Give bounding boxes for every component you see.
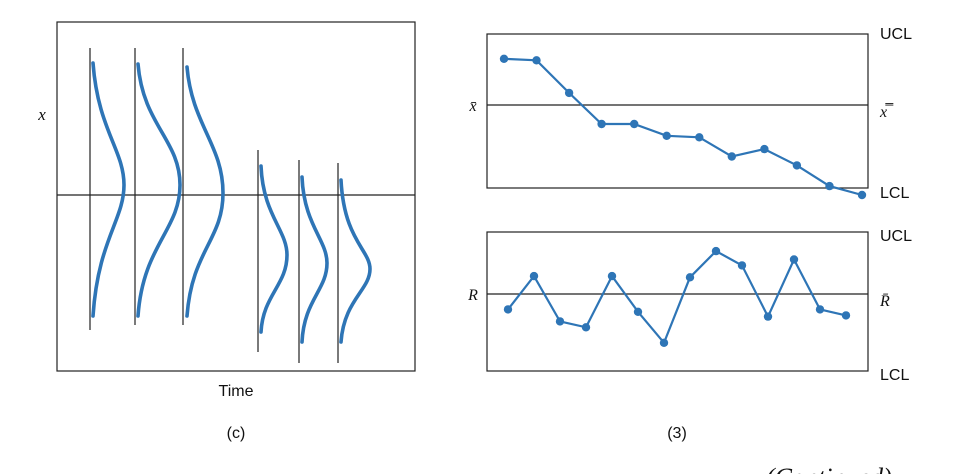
r-point-1 xyxy=(503,305,513,314)
r-point-6 xyxy=(633,307,643,316)
distribution-6 xyxy=(337,163,372,363)
xbar-point-8 xyxy=(727,152,736,161)
r-point-13 xyxy=(815,305,825,314)
xbar-point-10 xyxy=(792,161,802,170)
r-point-4 xyxy=(581,323,591,332)
r-chart-frame xyxy=(486,231,869,372)
distribution-5-curve xyxy=(300,175,329,344)
xbar-point-7 xyxy=(695,133,704,142)
distribution-4 xyxy=(257,150,289,352)
r-point-12 xyxy=(789,255,799,264)
panel-c: x Time (c) xyxy=(37,21,416,442)
xbar-center-label-left: x̄ xyxy=(468,98,476,115)
xbar-point-6 xyxy=(662,131,671,140)
distribution-2 xyxy=(134,48,182,325)
r-lcl-label: LCL xyxy=(880,367,909,384)
xbar-point-9 xyxy=(760,144,769,154)
xbar-lcl-label: LCL xyxy=(880,185,909,202)
distribution-5 xyxy=(298,160,329,363)
distribution-3-curve xyxy=(185,65,225,318)
r-points xyxy=(503,246,851,347)
xbar-ucl-label: UCL xyxy=(880,26,912,43)
panel-c-x-axis-label: Time xyxy=(219,383,254,400)
panel-3-caption: (3) xyxy=(667,425,687,442)
distribution-1 xyxy=(89,48,126,330)
xbar-point-1 xyxy=(499,54,509,63)
r-point-14 xyxy=(841,311,851,320)
r-center-label-left: R xyxy=(467,287,478,304)
distribution-curves xyxy=(89,48,372,363)
distribution-1-curve xyxy=(91,61,126,318)
r-point-5 xyxy=(607,271,617,281)
xbar-point-2 xyxy=(532,56,541,65)
panel-c-caption: (c) xyxy=(227,425,246,442)
r-point-10 xyxy=(737,261,747,270)
panel-c-frame xyxy=(56,21,416,372)
xbar-chart-frame xyxy=(486,33,869,189)
r-point-11 xyxy=(763,312,773,321)
xbar-chart: x̄ x̿ UCL LCL xyxy=(468,26,912,202)
xbar-point-11 xyxy=(825,181,834,191)
xbar-series-line xyxy=(503,57,863,197)
panel-c-y-axis-label: x xyxy=(37,105,46,124)
r-series-line xyxy=(507,249,847,345)
r-point-8 xyxy=(685,273,695,282)
continued-label: (Continued) xyxy=(766,463,892,474)
xbar-point-3 xyxy=(564,88,574,98)
r-point-3 xyxy=(555,317,565,326)
distribution-2-curve xyxy=(136,62,182,318)
r-point-9 xyxy=(711,246,721,256)
xbar-point-5 xyxy=(630,119,639,129)
xbar-point-4 xyxy=(597,119,606,129)
xbar-point-12 xyxy=(857,190,867,200)
r-center-label-right: R̄ xyxy=(879,293,890,310)
xbar-center-label-right: x̿ xyxy=(879,102,894,121)
distribution-6-curve xyxy=(339,178,372,344)
distribution-3 xyxy=(182,48,225,325)
r-point-7 xyxy=(659,338,669,347)
distribution-4-curve xyxy=(259,164,289,334)
r-ucl-label: UCL xyxy=(880,228,912,245)
r-point-2 xyxy=(529,271,539,281)
xbar-points xyxy=(499,54,867,200)
r-chart: R R̄ UCL LCL xyxy=(467,228,912,384)
